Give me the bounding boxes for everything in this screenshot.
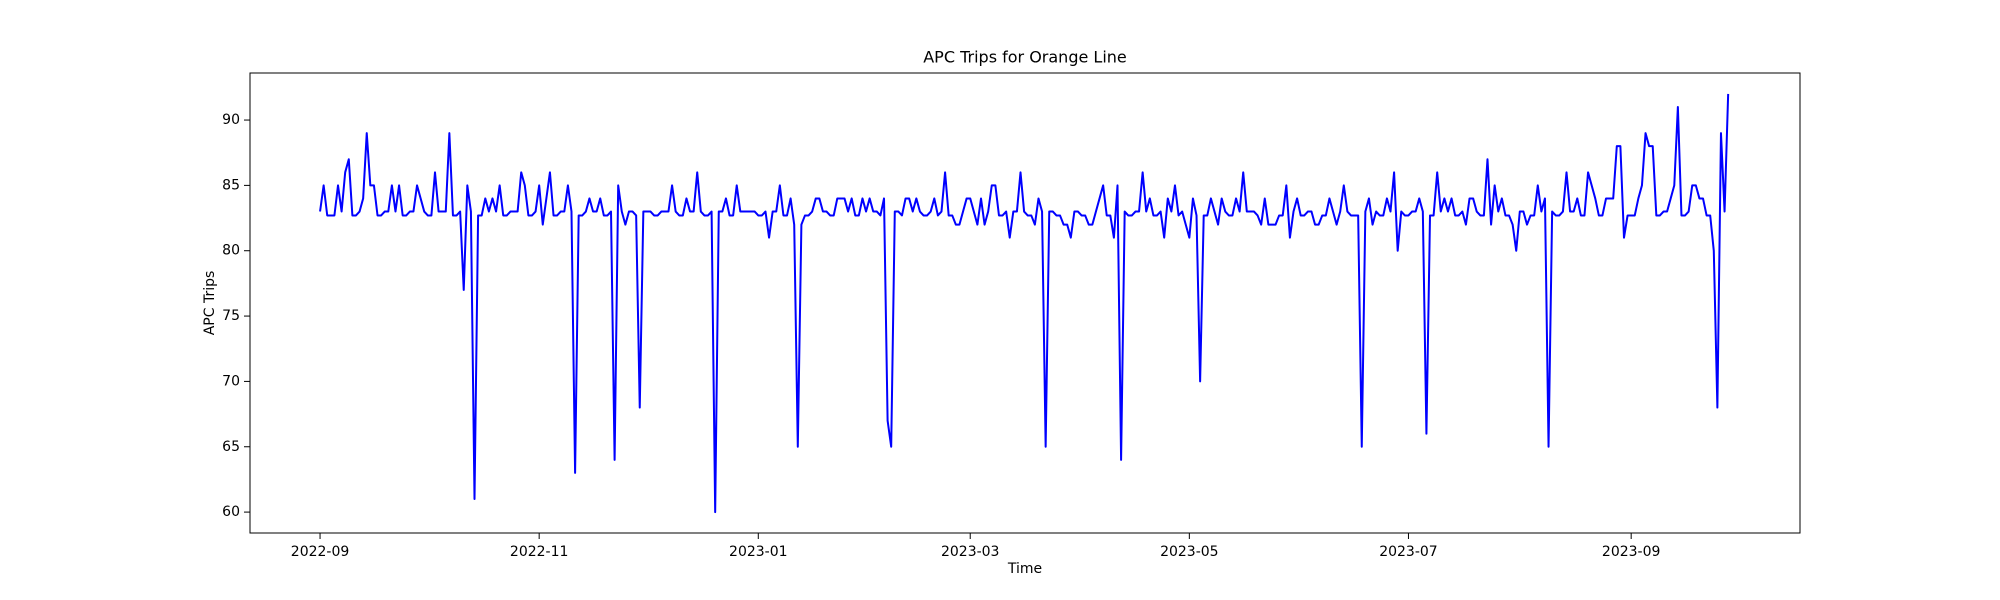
x-tick-label: 2023-05	[1160, 544, 1219, 560]
chart-title: APC Trips for Orange Line	[923, 48, 1127, 67]
y-tick-label: 70	[222, 373, 240, 389]
y-tick-label: 65	[222, 439, 240, 455]
x-axis-label: Time	[1007, 561, 1042, 577]
x-tick-label: 2023-07	[1379, 544, 1438, 560]
y-tick-label: 90	[222, 112, 240, 128]
y-tick-label: 80	[222, 243, 240, 259]
y-tick-label: 60	[222, 504, 240, 520]
plot-frame	[249, 72, 1801, 534]
x-tick-label: 2022-09	[291, 544, 350, 560]
data-line	[319, 93, 1730, 514]
x-tick-label: 2022-11	[510, 544, 569, 560]
x-tick-label: 2023-03	[941, 544, 1000, 560]
y-tick-label: 85	[222, 177, 240, 193]
x-tick-label: 2023-01	[729, 544, 788, 560]
y-axis-label: APC Trips	[202, 271, 218, 336]
y-tick-label: 75	[222, 308, 240, 324]
x-tick-label: 2023-09	[1602, 544, 1661, 560]
